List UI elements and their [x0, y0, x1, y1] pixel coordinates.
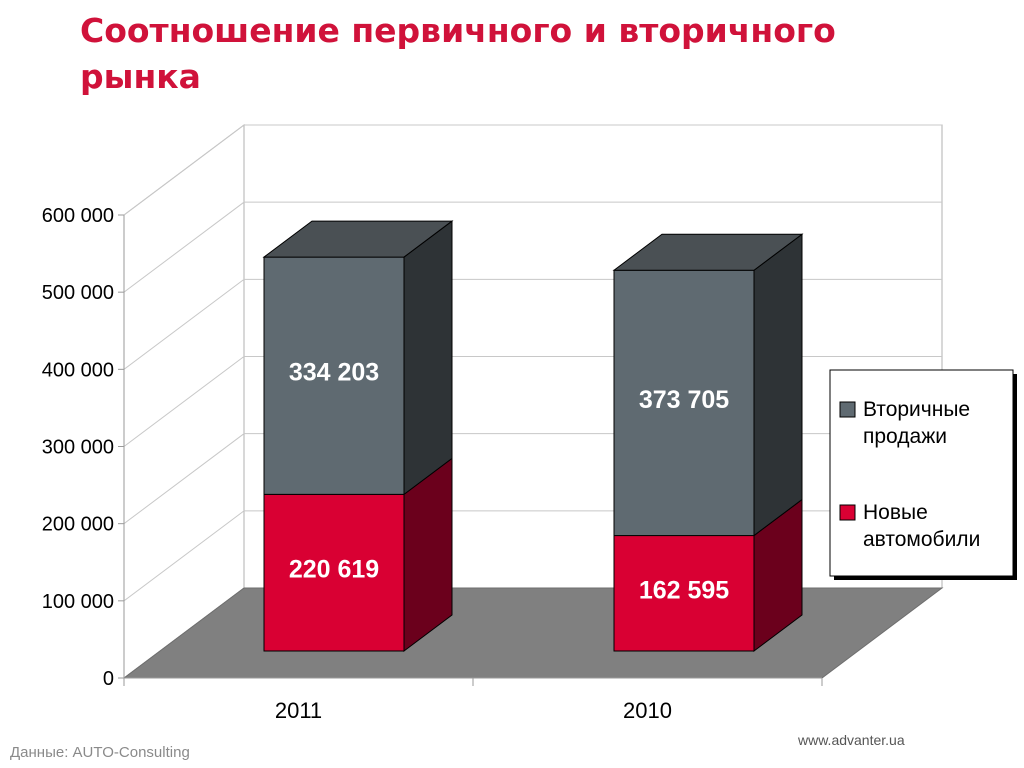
gridline [123, 124, 942, 216]
data-label: 220 619 [289, 556, 379, 584]
bar-side [753, 233, 803, 537]
bar-segment [263, 493, 405, 652]
data-source-note: Данные: AUTO-Consulting [10, 744, 190, 761]
data-label: 373 705 [639, 386, 729, 414]
page-title: Соотношение первичного и вторичного рынк… [80, 11, 836, 96]
chart-floor [122, 587, 944, 679]
x-tick-label: 2011 [275, 698, 322, 723]
y-tick-label: 400 000 [42, 359, 114, 381]
bar-segment [263, 256, 405, 495]
y-tick-label: 0 [103, 668, 114, 690]
gridline [123, 201, 942, 293]
x-tick-label: 2010 [623, 698, 672, 723]
bar-segment [613, 269, 755, 537]
bar-top [612, 233, 804, 271]
y-tick-label: 300 000 [42, 437, 114, 459]
legend-swatch [839, 504, 856, 521]
y-tick-label: 200 000 [42, 514, 114, 536]
data-label: 162 595 [639, 576, 729, 604]
legend-label: автомобили [863, 528, 980, 551]
y-tick-label: 600 000 [42, 205, 114, 227]
y-tick-label: 500 000 [42, 282, 114, 304]
legend-label: Вторичные [863, 398, 970, 421]
data-label: 334 203 [289, 359, 379, 387]
y-tick-label: 100 000 [42, 591, 114, 613]
site-url: www.advanter.ua [798, 732, 905, 748]
legend-label: Новые [863, 501, 928, 524]
legend-swatch [839, 401, 856, 418]
bar-top [262, 220, 454, 258]
bar-side [403, 220, 453, 496]
legend-label: продажи [863, 425, 947, 448]
legend-box [829, 369, 1014, 577]
bar-segment [613, 535, 755, 652]
